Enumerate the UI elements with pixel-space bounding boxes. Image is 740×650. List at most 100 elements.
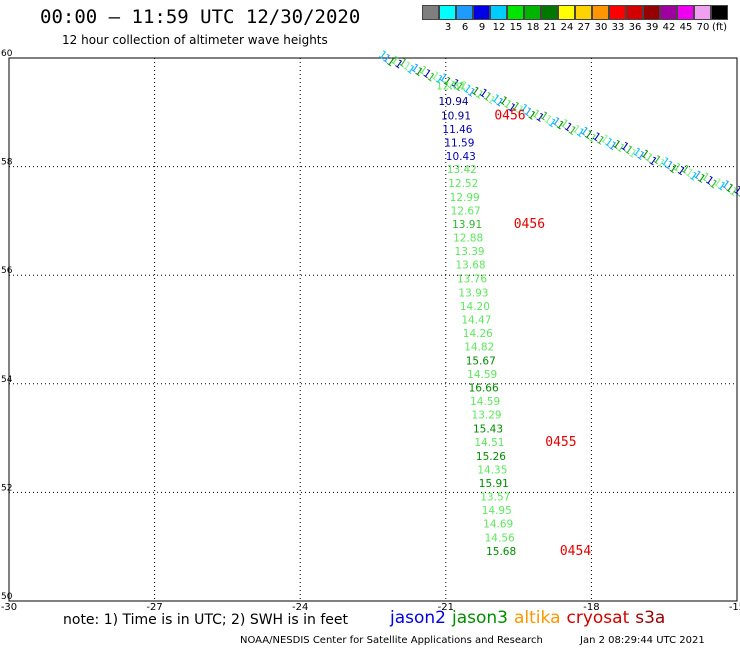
color-scale-label: 21: [543, 22, 557, 33]
color-swatch: [507, 5, 524, 20]
color-scale-label: 15: [509, 22, 523, 33]
color-scale-label: 18: [526, 22, 540, 33]
wave-height-reading: 14.69: [483, 519, 513, 531]
legend-cryosat: cryosat: [566, 608, 630, 628]
wave-height-reading: 16.66: [469, 382, 499, 394]
color-swatch: [558, 5, 575, 20]
wave-height-reading: 12.81: [436, 80, 466, 92]
legend-jason3: jason3: [452, 608, 508, 628]
wave-height-reading: 11.46: [442, 124, 472, 136]
color-scale-label: 42: [662, 22, 676, 33]
wave-height-reading: 15.43: [473, 424, 503, 436]
color-scale-unit: (ft): [712, 22, 728, 33]
color-swatch: [609, 5, 626, 20]
color-scale-label: 3: [444, 22, 452, 33]
dense-track-mark: 1: [735, 187, 740, 202]
wave-height-reading: 15.26: [476, 451, 506, 463]
color-swatch: [711, 5, 728, 20]
color-swatch: [660, 5, 677, 20]
latitude-tick-label: 58: [1, 158, 13, 168]
color-scale-label: 30: [594, 22, 608, 33]
dense-track-mark: 1: [731, 183, 740, 198]
color-scale-label: 12: [492, 22, 506, 33]
longitude-tick-label: -15: [729, 602, 740, 613]
color-swatch: [422, 5, 439, 20]
color-swatch: [694, 5, 711, 20]
legend-jason2: jason2: [390, 608, 446, 628]
wave-height-reading: 13.57: [480, 492, 510, 504]
color-swatch: [592, 5, 609, 20]
latitude-tick-label: 60: [1, 49, 13, 59]
wave-height-reading: 14.82: [464, 342, 494, 354]
longitude-tick-label: -30: [1, 602, 17, 613]
color-scale-label: 33: [611, 22, 625, 33]
color-swatch: [490, 5, 507, 20]
wave-height-reading: 14.59: [467, 369, 497, 381]
wave-height-reading: 14.51: [474, 437, 504, 449]
color-swatch: [524, 5, 541, 20]
wave-height-reading: 14.35: [477, 464, 507, 476]
color-scale-label: 27: [577, 22, 591, 33]
credit-text: NOAA/NESDIS Center for Satellite Applica…: [240, 635, 543, 646]
color-swatch: [575, 5, 592, 20]
wave-height-reading: 14.95: [482, 505, 512, 517]
color-swatch: [643, 5, 660, 20]
wave-height-reading: 13.39: [455, 246, 485, 258]
latitude-tick-label: 56: [1, 266, 13, 276]
pass-time-label: 0456: [494, 108, 525, 123]
color-swatch: [439, 5, 456, 20]
pass-time-label: 0455: [545, 435, 576, 450]
wave-height-reading: 13.68: [456, 260, 486, 272]
wave-height-reading: 13.76: [457, 273, 487, 285]
color-swatch: [677, 5, 694, 20]
color-swatch: [541, 5, 558, 20]
wave-height-reading: 12.67: [451, 205, 481, 217]
map-frame: [8, 57, 738, 602]
color-scale-label: 70: [696, 22, 710, 33]
wave-height-reading: 13.29: [472, 410, 502, 422]
color-scale-label: 36: [628, 22, 642, 33]
wave-height-reading: 14.56: [485, 532, 515, 544]
wave-height-reading: 14.20: [460, 301, 490, 313]
color-scale-label: 9: [478, 22, 486, 33]
color-scale-label: 6: [461, 22, 469, 33]
satellite-legend: jason2 jason3 altika cryosat s3a: [390, 608, 671, 628]
generated-timestamp: Jan 2 08:29:44 UTC 2021: [580, 635, 705, 646]
footnote: note: 1) Time is in UTC; 2) SWH is in fe…: [63, 612, 349, 628]
latitude-tick-label: 52: [1, 483, 12, 493]
wave-height-reading: 13.42: [447, 164, 477, 176]
chart-title: 00:00 – 11:59 UTC 12/30/2020: [40, 6, 361, 28]
pass-time-label: 0456: [514, 217, 545, 232]
wave-height-reading: 10.91: [441, 110, 471, 122]
wave-height-reading: 14.26: [463, 328, 493, 340]
wave-height-reading: 12.88: [453, 233, 483, 245]
wave-height-reading: 15.68: [486, 546, 516, 558]
longitude-tick-label: -27: [146, 602, 162, 613]
color-scale-label: 24: [560, 22, 574, 33]
wave-height-reading: 12.99: [450, 192, 480, 204]
wave-height-reading: 14.47: [461, 315, 491, 327]
color-swatch: [626, 5, 643, 20]
color-swatch: [473, 5, 490, 20]
wave-height-reading: 10.43: [446, 151, 476, 163]
wave-height-reading: 12.52: [448, 178, 478, 190]
wave-height-reading: 13.93: [458, 287, 488, 299]
wave-height-reading: 13.91: [452, 219, 482, 231]
pass-time-label: 0454: [560, 544, 591, 559]
wave-height-reading: 15.67: [466, 355, 496, 367]
wave-height-reading: 14.59: [470, 396, 500, 408]
color-scale-label: 45: [679, 22, 693, 33]
longitude-tick-label: -21: [438, 602, 454, 613]
wave-height-reading: 11.59: [444, 138, 474, 150]
longitude-tick-label: -24: [292, 602, 308, 613]
longitude-tick-label: -18: [583, 602, 599, 613]
latitude-tick-label: 54: [1, 375, 13, 385]
color-scale-label: 39: [645, 22, 659, 33]
chart-subtitle: 12 hour collection of altimeter wave hei…: [62, 33, 328, 47]
legend-altika: altika: [514, 608, 561, 628]
legend-s3a: s3a: [635, 608, 666, 628]
wave-height-reading: 10.94: [439, 96, 469, 108]
latitude-tick-label: 50: [1, 592, 13, 602]
wave-height-reading: 15.91: [479, 478, 509, 490]
